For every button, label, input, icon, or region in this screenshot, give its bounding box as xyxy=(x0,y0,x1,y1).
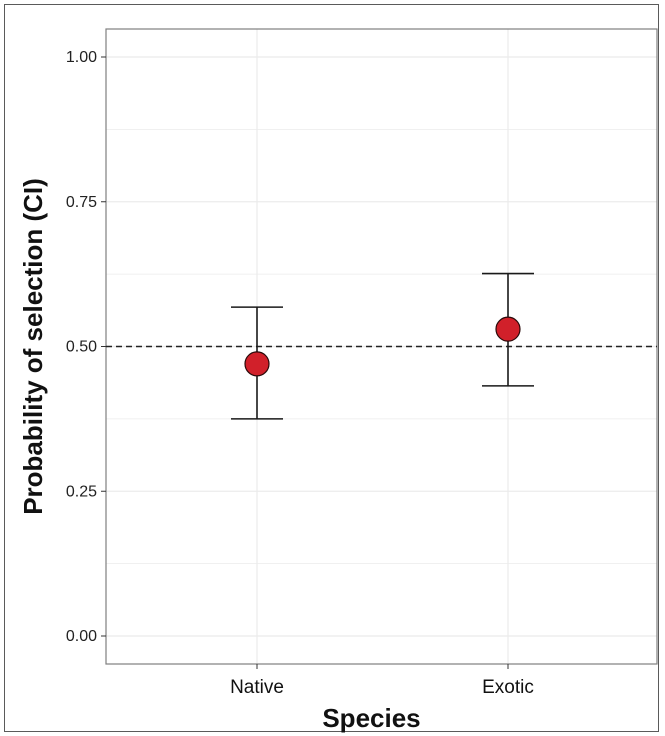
y-tick-label: 0.75 xyxy=(66,194,97,211)
y-tick-label: 0.50 xyxy=(66,339,97,356)
point-group-exotic xyxy=(482,272,534,387)
data-points xyxy=(231,272,534,420)
y-axis-title: Probability of selection (CI) xyxy=(18,178,48,515)
x-axis-title: Species xyxy=(322,703,420,733)
y-tick-label: 1.00 xyxy=(66,49,97,66)
y-axis: 0.00 0.25 0.50 0.75 1.00 xyxy=(66,49,106,645)
chart-frame xyxy=(4,4,659,732)
y-tick-label: 0.00 xyxy=(66,628,97,645)
data-point xyxy=(495,316,521,342)
x-tick-label: Native xyxy=(230,677,284,698)
data-point xyxy=(244,351,270,377)
x-tick-label: Exotic xyxy=(482,677,534,698)
point-group-native xyxy=(231,306,283,420)
x-axis: Native Exotic xyxy=(230,664,534,698)
y-tick-label: 0.25 xyxy=(66,483,97,500)
